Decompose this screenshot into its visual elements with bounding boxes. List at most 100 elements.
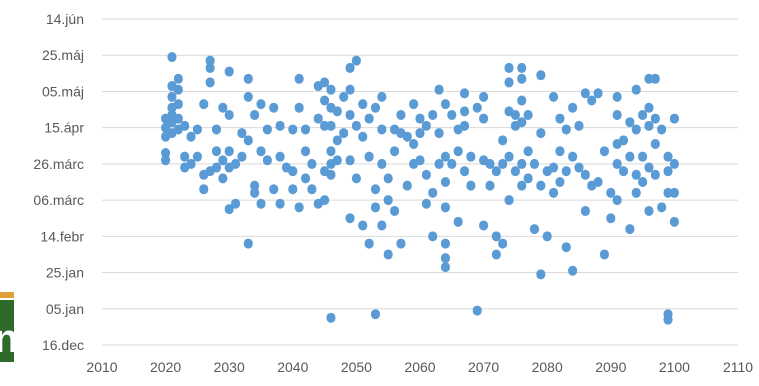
- scatter-point: [650, 73, 660, 84]
- scatter-point: [320, 120, 330, 131]
- scatter-point: [301, 146, 311, 157]
- scatter-point: [224, 66, 234, 77]
- scatter-point: [568, 102, 578, 113]
- scatter-point: [504, 195, 514, 206]
- scatter-point: [523, 173, 533, 184]
- scatter-point: [631, 124, 641, 135]
- scatter-point: [415, 113, 425, 124]
- scatter-point: [517, 62, 527, 73]
- scatter-point: [498, 135, 508, 146]
- scatter-point: [269, 184, 279, 195]
- scatter-point: [383, 195, 393, 206]
- scatter-point: [428, 109, 438, 120]
- scatter-point: [288, 124, 298, 135]
- scatter-point: [555, 177, 565, 187]
- scatter-point: [460, 120, 470, 131]
- scatter-point: [326, 146, 336, 157]
- scatter-point: [504, 77, 514, 88]
- scatter-point: [332, 106, 342, 117]
- scatter-point: [370, 102, 380, 113]
- x-tick-label: 2020: [150, 359, 181, 375]
- scatter-point: [275, 198, 285, 209]
- scatter-point: [275, 120, 285, 131]
- scatter-point: [224, 109, 234, 120]
- scatter-point: [460, 166, 470, 177]
- scatter-point: [269, 102, 279, 113]
- scatter-point: [186, 158, 196, 169]
- scatter-point: [517, 180, 527, 191]
- x-tick-label: 2060: [404, 359, 435, 375]
- y-tick-label: 25.jan: [46, 265, 84, 281]
- scatter-point: [173, 73, 183, 84]
- scatter-point: [491, 231, 501, 242]
- scatter-point: [167, 52, 177, 63]
- scatter-point: [663, 151, 673, 162]
- scatter-point: [250, 187, 260, 198]
- scatter-point: [402, 131, 412, 142]
- scatter-point: [161, 122, 171, 133]
- scatter-point: [199, 99, 209, 110]
- y-tick-label: 16.dec: [42, 337, 84, 353]
- scatter-point: [498, 158, 508, 169]
- scatter-point: [440, 177, 450, 187]
- scatter-point: [326, 169, 336, 180]
- scatter-point: [536, 128, 546, 139]
- scatter-point: [485, 158, 495, 169]
- scatter-point: [351, 173, 361, 184]
- scatter-point: [440, 151, 450, 162]
- scatter-point: [555, 146, 565, 157]
- x-tick-label: 2070: [468, 359, 499, 375]
- scatter-point: [351, 55, 361, 66]
- scatter-point: [568, 265, 578, 276]
- scatter-point: [364, 238, 374, 249]
- scatter-point: [669, 158, 679, 169]
- scatter-point: [580, 169, 590, 180]
- scatter-point: [453, 216, 463, 227]
- scatter-point: [593, 88, 603, 99]
- scatter-point: [192, 124, 202, 135]
- scatter-point: [663, 187, 673, 198]
- scatter-point: [580, 88, 590, 99]
- scatter-point: [644, 205, 654, 216]
- scatter-point: [180, 151, 190, 162]
- x-axis-tick-labels: 2010 2020 2030 2040 2050 2060 2070 2080 2090 2100…: [86, 359, 753, 375]
- scatter-point: [568, 151, 578, 162]
- scatter-point: [472, 102, 482, 113]
- scatter-point: [218, 102, 228, 113]
- scatter-point: [561, 124, 571, 135]
- scatter-point: [205, 55, 215, 66]
- scatter-point: [237, 151, 247, 162]
- scatter-point: [638, 177, 648, 187]
- scatter-point: [644, 73, 654, 84]
- scatter-point: [326, 312, 336, 323]
- scatter-point: [491, 166, 501, 177]
- scatter-point: [256, 99, 266, 110]
- scatter-point: [440, 238, 450, 249]
- scatter-point: [390, 146, 400, 157]
- scatter-point: [434, 158, 444, 169]
- scatter-point: [472, 305, 482, 316]
- scatter-point: [224, 146, 234, 157]
- scatter-point: [396, 109, 406, 120]
- scatter-point: [320, 77, 330, 88]
- scatter-point: [523, 109, 533, 120]
- scatter-point: [383, 173, 393, 184]
- left-edge-orange-bar: [0, 292, 14, 298]
- scatter-point: [510, 109, 520, 120]
- scatter-point: [243, 73, 253, 84]
- scatter-point: [619, 166, 629, 177]
- scatter-point: [669, 216, 679, 227]
- scatter-point: [370, 202, 380, 213]
- scatter-point: [218, 155, 228, 166]
- scatter-point: [517, 158, 527, 169]
- scatter-point: [275, 151, 285, 162]
- scatter-point: [638, 109, 648, 120]
- scatter-point: [625, 224, 635, 235]
- scatter-point: [593, 177, 603, 187]
- x-tick-label: 2040: [277, 359, 308, 375]
- y-tick-label: 14.jún: [46, 11, 84, 27]
- scatter-point: [631, 187, 641, 198]
- scatter-point: [250, 109, 260, 120]
- scatter-point: [650, 169, 660, 180]
- scatter-point: [663, 314, 673, 325]
